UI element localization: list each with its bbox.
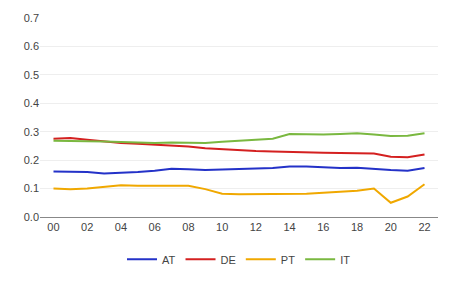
svg-text:06: 06 — [149, 221, 161, 233]
svg-text:0.3: 0.3 — [24, 126, 39, 138]
svg-text:00: 00 — [47, 221, 59, 233]
svg-text:IT: IT — [340, 254, 350, 266]
svg-text:AT: AT — [162, 254, 176, 266]
svg-text:0.5: 0.5 — [24, 69, 39, 81]
svg-text:22: 22 — [418, 221, 430, 233]
svg-text:04: 04 — [115, 221, 127, 233]
svg-text:16: 16 — [317, 221, 329, 233]
svg-text:0.6: 0.6 — [24, 40, 39, 52]
svg-text:14: 14 — [283, 221, 295, 233]
svg-text:0.4: 0.4 — [24, 97, 39, 109]
svg-text:DE: DE — [221, 254, 236, 266]
svg-text:02: 02 — [81, 221, 93, 233]
svg-text:18: 18 — [351, 221, 363, 233]
svg-text:0.2: 0.2 — [24, 154, 39, 166]
svg-text:0.0: 0.0 — [24, 211, 39, 223]
svg-text:08: 08 — [182, 221, 194, 233]
svg-text:0.7: 0.7 — [24, 12, 39, 24]
svg-text:10: 10 — [216, 221, 228, 233]
svg-text:0.1: 0.1 — [24, 182, 39, 194]
svg-text:PT: PT — [281, 254, 295, 266]
svg-text:20: 20 — [385, 221, 397, 233]
svg-text:12: 12 — [250, 221, 262, 233]
